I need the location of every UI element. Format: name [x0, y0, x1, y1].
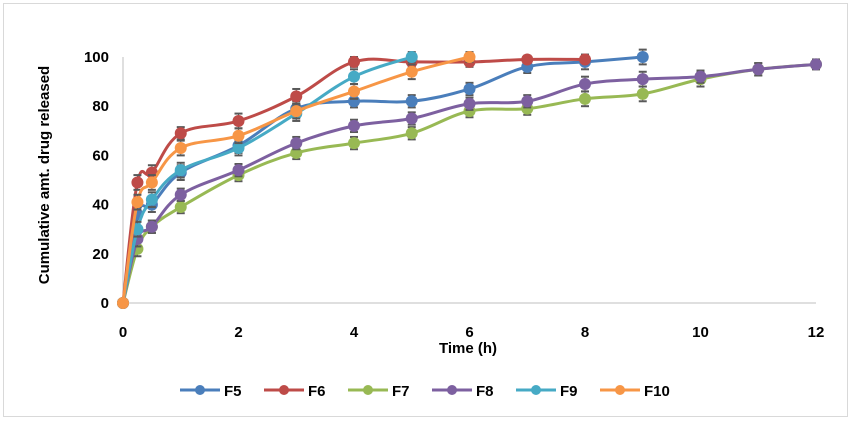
data-point: [174, 142, 187, 155]
data-point: [405, 51, 418, 63]
legend-marker: [447, 385, 457, 395]
y-tick-label: 60: [92, 147, 109, 164]
data-point: [174, 127, 187, 140]
legend-item-f9: F9: [516, 383, 578, 400]
legend-marker: [531, 385, 541, 395]
legend-marker: [615, 385, 625, 395]
data-point: [174, 201, 187, 214]
series-line-f5: [121, 55, 643, 304]
legend-label: F5: [224, 383, 242, 400]
data-point: [232, 164, 245, 177]
data-point: [405, 112, 418, 125]
legend-label: F7: [392, 383, 410, 400]
data-point: [579, 92, 591, 105]
chart-frame: [3, 3, 848, 417]
data-point: [463, 97, 476, 110]
legend-marker: [363, 385, 373, 395]
series-line-f9: [121, 55, 413, 304]
x-tick-label: 8: [581, 324, 589, 341]
data-point: [117, 297, 129, 309]
y-tick-label: 80: [92, 98, 109, 115]
legend-label: F6: [308, 383, 326, 400]
data-point: [579, 78, 591, 91]
legend-item-f7: F7: [348, 383, 410, 400]
y-tick-label: 100: [84, 49, 109, 66]
legend: F5 F6 F7 F8 F9 F10: [180, 383, 670, 400]
y-tick-label: 40: [92, 197, 109, 214]
data-point: [463, 51, 476, 63]
x-tick-label: 4: [350, 324, 359, 341]
data-point: [694, 70, 707, 83]
data-point: [174, 188, 187, 201]
x-tick-label: 6: [465, 324, 473, 341]
x-tick-label: 10: [692, 324, 709, 341]
x-tick-label: 0: [119, 324, 127, 341]
data-point: [131, 196, 144, 209]
data-point: [348, 137, 360, 150]
data-point: [131, 176, 144, 189]
series-f9: [117, 51, 418, 309]
data-point: [145, 220, 158, 233]
x-tick-label: 12: [808, 324, 825, 341]
legend-label: F9: [560, 383, 578, 400]
legend-marker: [279, 385, 289, 395]
data-point: [290, 137, 303, 150]
legend-label: F8: [476, 383, 494, 400]
data-point: [145, 176, 158, 189]
legend-item-f10: F10: [600, 383, 670, 400]
data-point: [174, 164, 187, 177]
data-point: [579, 53, 591, 66]
legend-item-f8: F8: [432, 383, 494, 400]
data-point: [810, 58, 822, 71]
data-point: [348, 70, 360, 83]
data-point: [463, 82, 476, 95]
data-point: [405, 65, 418, 78]
data-point: [348, 119, 360, 132]
data-point: [521, 95, 534, 108]
data-point: [145, 193, 158, 206]
x-tick-label: 2: [234, 324, 242, 341]
axes: 0 20 40 60 80 100 0 2 4 6 8 10 12: [84, 49, 824, 341]
data-point: [232, 129, 245, 142]
data-point: [752, 63, 765, 76]
series-f10: [117, 51, 476, 309]
series-group: [117, 48, 822, 309]
data-point: [405, 127, 418, 140]
data-point: [290, 90, 303, 103]
data-point: [348, 85, 360, 98]
legend-item-f6: F6: [264, 383, 326, 400]
data-point: [348, 55, 360, 68]
data-point: [405, 95, 418, 108]
data-point: [290, 105, 303, 118]
legend-label: F10: [644, 383, 670, 400]
data-point: [232, 142, 245, 155]
legend-marker: [195, 385, 205, 395]
y-axis-label: Cumulative amt. drug released: [36, 66, 53, 284]
data-point: [521, 53, 534, 66]
y-tick-label: 0: [101, 295, 109, 312]
data-point: [232, 114, 245, 127]
data-point: [636, 73, 649, 86]
data-point: [636, 51, 649, 63]
y-tick-label: 20: [92, 246, 109, 263]
legend-item-f5: F5: [180, 383, 242, 400]
data-point: [636, 87, 649, 100]
x-axis-label: Time (h): [439, 340, 497, 357]
